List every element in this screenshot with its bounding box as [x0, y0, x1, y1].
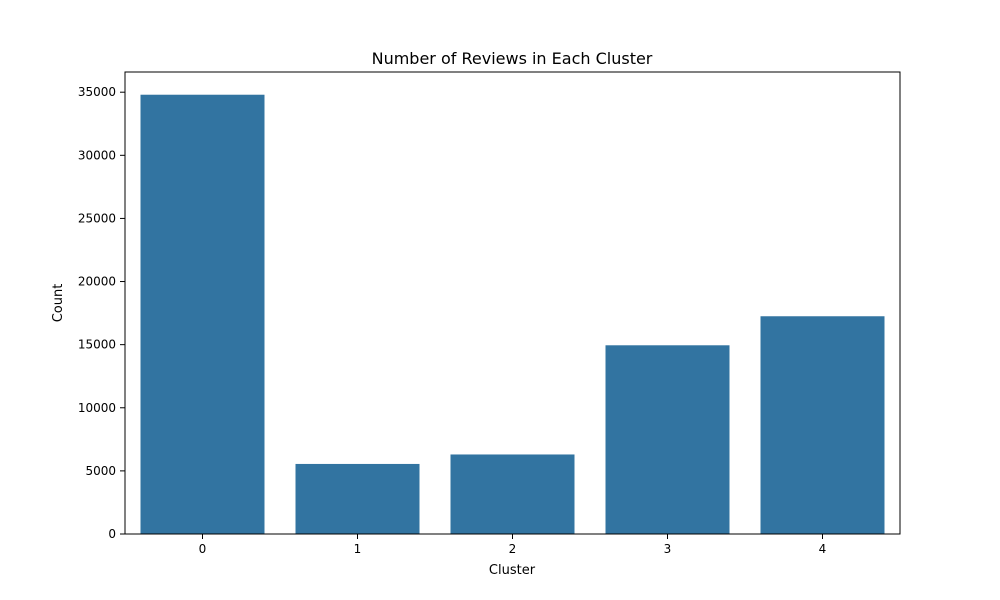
y-axis-label: Count: [51, 284, 66, 323]
y-tick-label: 10000: [78, 401, 116, 415]
y-tick-label: 25000: [78, 211, 116, 225]
y-tick-label: 15000: [78, 338, 116, 352]
y-tick-label: 5000: [85, 464, 116, 478]
x-tick-label: 2: [509, 542, 517, 556]
y-tick-label: 30000: [78, 148, 116, 162]
x-tick-label: 1: [354, 542, 362, 556]
x-tick-label: 0: [199, 542, 207, 556]
x-axis-ticks: 0 1 2 3 4: [199, 534, 827, 556]
y-tick-label: 20000: [78, 275, 116, 289]
x-tick-label: 3: [664, 542, 672, 556]
bar-cluster-0: [140, 94, 265, 534]
y-tick-label: 35000: [78, 85, 116, 99]
bar-cluster-2: [450, 454, 575, 534]
bar-cluster-1: [295, 463, 420, 534]
bar-cluster-3: [605, 345, 730, 534]
bars-group: [140, 94, 885, 534]
bar-cluster-4: [760, 316, 885, 534]
y-tick-label: 0: [108, 527, 116, 541]
y-axis-ticks: 0 5000 10000 15000 20000 25000 30000 35000: [78, 85, 125, 541]
x-axis-label: Cluster: [489, 563, 536, 578]
chart-title: Number of Reviews in Each Cluster: [372, 49, 653, 68]
plot-frame: [124, 71, 901, 535]
x-tick-label: 4: [819, 542, 827, 556]
